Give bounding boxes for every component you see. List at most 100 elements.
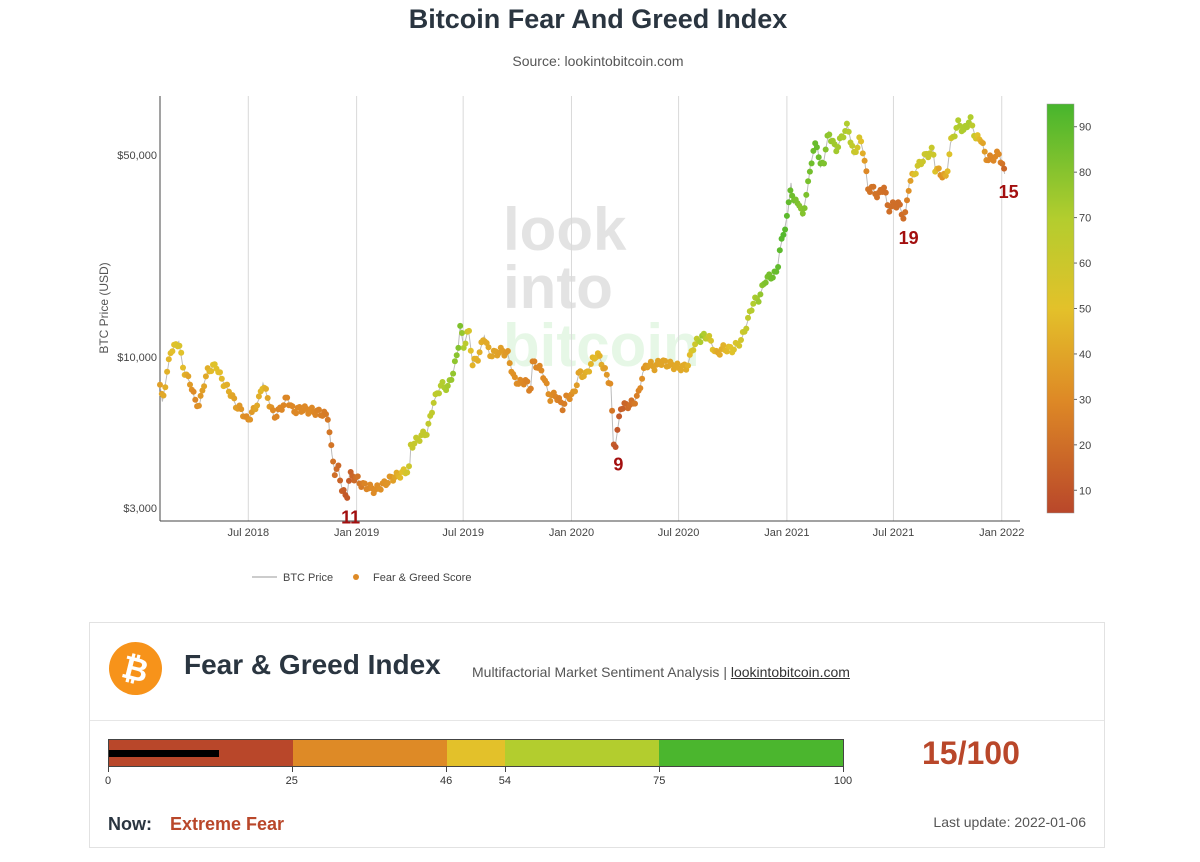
score-point[interactable] bbox=[697, 339, 704, 346]
score-point[interactable] bbox=[180, 364, 186, 371]
score-point[interactable] bbox=[674, 360, 681, 367]
score-point[interactable] bbox=[775, 264, 782, 270]
score-point[interactable] bbox=[799, 210, 806, 217]
score-point[interactable] bbox=[930, 151, 937, 158]
score-point[interactable] bbox=[543, 380, 550, 387]
score-point[interactable] bbox=[354, 473, 361, 480]
score-point[interactable] bbox=[293, 410, 299, 417]
score-point[interactable] bbox=[176, 342, 183, 349]
score-point[interactable] bbox=[439, 379, 446, 385]
score-point[interactable] bbox=[882, 189, 889, 196]
score-point[interactable] bbox=[787, 187, 794, 194]
score-point[interactable] bbox=[404, 469, 411, 476]
score-point[interactable] bbox=[324, 416, 331, 423]
score-point[interactable] bbox=[238, 406, 245, 413]
score-point[interactable] bbox=[455, 344, 462, 351]
score-point[interactable] bbox=[612, 444, 619, 450]
score-point[interactable] bbox=[448, 376, 455, 383]
score-point[interactable] bbox=[289, 403, 296, 410]
score-point[interactable] bbox=[489, 353, 495, 360]
score-point[interactable] bbox=[690, 347, 697, 354]
score-point[interactable] bbox=[677, 367, 684, 374]
score-point[interactable] bbox=[639, 375, 646, 382]
score-point[interactable] bbox=[247, 416, 254, 423]
score-point[interactable] bbox=[462, 340, 469, 347]
score-point[interactable] bbox=[808, 160, 815, 167]
fear-greed-score-series[interactable] bbox=[157, 114, 1008, 501]
score-point[interactable] bbox=[743, 325, 750, 332]
score-point[interactable] bbox=[157, 381, 163, 388]
score-point[interactable] bbox=[861, 157, 868, 164]
score-point[interactable] bbox=[467, 347, 474, 354]
score-point[interactable] bbox=[165, 356, 172, 363]
score-point[interactable] bbox=[755, 298, 762, 305]
score-point[interactable] bbox=[280, 402, 287, 409]
score-point[interactable] bbox=[907, 177, 914, 184]
score-point[interactable] bbox=[524, 378, 531, 385]
score-point[interactable] bbox=[619, 405, 626, 412]
score-point[interactable] bbox=[843, 120, 850, 127]
score-point[interactable] bbox=[504, 348, 511, 354]
score-point[interactable] bbox=[633, 392, 640, 399]
score-point[interactable] bbox=[340, 487, 347, 493]
score-point[interactable] bbox=[178, 349, 185, 356]
score-point[interactable] bbox=[785, 199, 792, 206]
score-point[interactable] bbox=[700, 330, 707, 337]
score-point[interactable] bbox=[429, 409, 435, 416]
score-point[interactable] bbox=[783, 212, 790, 219]
score-point[interactable] bbox=[821, 160, 827, 167]
score-point[interactable] bbox=[331, 472, 338, 479]
score-point[interactable] bbox=[328, 442, 335, 449]
score-point[interactable] bbox=[637, 385, 644, 392]
score-point[interactable] bbox=[264, 395, 271, 401]
score-point[interactable] bbox=[559, 407, 566, 414]
score-point[interactable] bbox=[886, 208, 893, 215]
score-point[interactable] bbox=[312, 412, 319, 418]
score-point[interactable] bbox=[425, 420, 432, 427]
score-point[interactable] bbox=[955, 117, 962, 124]
score-point[interactable] bbox=[547, 398, 554, 404]
score-point[interactable] bbox=[859, 150, 866, 157]
score-point[interactable] bbox=[776, 247, 783, 254]
source-link[interactable]: lookintobitcoin.com bbox=[730, 664, 850, 680]
score-point[interactable] bbox=[881, 184, 887, 191]
score-point[interactable] bbox=[706, 332, 713, 339]
score-point[interactable] bbox=[397, 474, 404, 481]
score-point[interactable] bbox=[730, 346, 737, 353]
score-point[interactable] bbox=[708, 337, 714, 344]
score-point[interactable] bbox=[662, 357, 669, 364]
score-point[interactable] bbox=[323, 411, 329, 418]
score-point[interactable] bbox=[254, 402, 261, 409]
score-point[interactable] bbox=[190, 388, 197, 395]
score-point[interactable] bbox=[616, 413, 623, 420]
score-point[interactable] bbox=[896, 201, 903, 208]
score-point[interactable] bbox=[315, 406, 322, 413]
score-point[interactable] bbox=[803, 191, 810, 198]
score-point[interactable] bbox=[596, 352, 603, 359]
score-point[interactable] bbox=[423, 431, 430, 438]
score-point[interactable] bbox=[854, 144, 861, 151]
score-point[interactable] bbox=[469, 362, 476, 369]
score-point[interactable] bbox=[384, 480, 391, 486]
score-point[interactable] bbox=[928, 144, 935, 151]
score-point[interactable] bbox=[531, 358, 538, 365]
score-point[interactable] bbox=[951, 133, 958, 140]
score-point[interactable] bbox=[863, 168, 870, 175]
score-point[interactable] bbox=[459, 330, 465, 336]
score-point[interactable] bbox=[536, 362, 543, 369]
score-point[interactable] bbox=[845, 128, 852, 135]
score-point[interactable] bbox=[750, 300, 757, 307]
score-point[interactable] bbox=[840, 134, 847, 141]
score-point[interactable] bbox=[762, 279, 769, 286]
score-point[interactable] bbox=[436, 390, 442, 397]
score-point[interactable] bbox=[346, 477, 352, 484]
score-point[interactable] bbox=[453, 352, 460, 359]
score-point[interactable] bbox=[192, 396, 199, 403]
score-point[interactable] bbox=[263, 385, 269, 392]
score-point[interactable] bbox=[457, 322, 464, 329]
score-point[interactable] bbox=[607, 380, 614, 387]
score-point[interactable] bbox=[218, 375, 225, 382]
score-point[interactable] bbox=[904, 197, 910, 204]
score-point[interactable] bbox=[485, 344, 492, 351]
score-point[interactable] bbox=[944, 168, 951, 175]
